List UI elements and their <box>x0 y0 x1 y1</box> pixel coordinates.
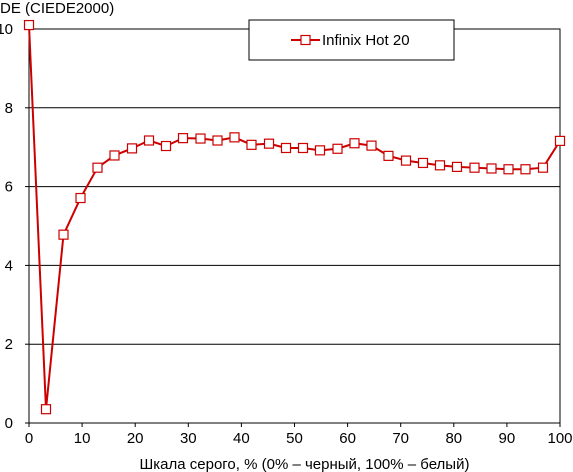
data-point <box>417 157 429 169</box>
data-point <box>195 133 206 144</box>
data-point <box>109 150 120 161</box>
legend: Infinix Hot 20 <box>248 19 455 61</box>
x-tick-label: 70 <box>392 430 409 447</box>
y-tick-label: 2 <box>5 336 13 353</box>
data-point <box>349 138 360 149</box>
data-point <box>75 192 86 204</box>
data-point <box>400 155 412 166</box>
data-point <box>503 164 514 175</box>
data-point <box>537 162 549 173</box>
y-tick-label: 6 <box>5 179 13 196</box>
data-point <box>332 143 343 154</box>
y-tick-label: 8 <box>5 100 13 117</box>
data-point <box>451 161 463 172</box>
x-tick-label: 90 <box>499 430 516 447</box>
x-tick-label: 10 <box>74 430 91 447</box>
series-line <box>28 25 561 411</box>
data-point <box>263 138 275 149</box>
data-point <box>469 162 480 173</box>
x-tick-label: 0 <box>25 430 33 447</box>
data-point <box>554 135 566 146</box>
data-point <box>126 143 138 154</box>
data-point <box>40 404 52 415</box>
x-tick-label: 50 <box>286 430 303 447</box>
x-tick-label: 20 <box>127 430 144 447</box>
x-tick-label: 100 <box>547 430 572 447</box>
data-point <box>314 145 326 156</box>
x-axis-title: Шкала серого, % (0% – черный, 100% – бел… <box>140 456 470 472</box>
data-point <box>58 229 69 240</box>
x-tick-label: 60 <box>339 430 356 447</box>
data-point <box>297 142 309 154</box>
data-point <box>366 140 377 151</box>
x-tick-label: 30 <box>180 430 197 447</box>
series-layer <box>23 19 566 415</box>
data-point <box>280 142 292 154</box>
x-tick-label: 40 <box>233 430 250 447</box>
x-tick-label: 80 <box>445 430 462 447</box>
plot-frame <box>28 28 561 424</box>
y-axis-title: DE (CIEDE2000) <box>0 0 114 17</box>
data-point <box>383 150 394 161</box>
data-point <box>520 164 531 175</box>
y-tick-label: 10 <box>0 21 13 38</box>
legend-label: Infinix Hot 20 <box>322 32 410 49</box>
data-point <box>486 163 497 174</box>
y-tick-label: 0 <box>5 415 13 432</box>
data-point <box>160 140 172 152</box>
legend-marker <box>300 34 311 46</box>
data-point <box>229 132 240 143</box>
grid-lines <box>29 107 560 345</box>
data-point <box>212 135 223 146</box>
data-point <box>92 162 103 173</box>
legend-box <box>248 19 455 61</box>
data-point <box>246 139 257 150</box>
data-point <box>23 19 35 31</box>
y-tick-label: 4 <box>5 257 13 274</box>
data-point <box>434 160 446 171</box>
data-point <box>143 135 155 146</box>
data-point <box>177 133 189 144</box>
